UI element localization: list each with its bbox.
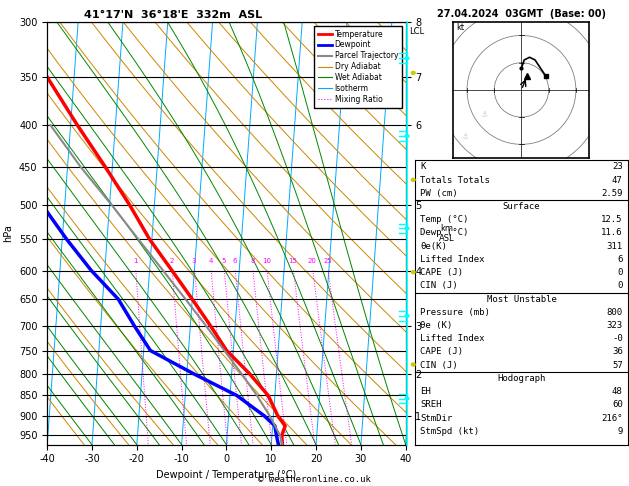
- Text: 27.04.2024  03GMT  (Base: 00): 27.04.2024 03GMT (Base: 00): [437, 9, 606, 19]
- Text: CIN (J): CIN (J): [420, 281, 458, 290]
- Title: 41°17'N  36°18'E  332m  ASL: 41°17'N 36°18'E 332m ASL: [84, 10, 262, 20]
- Text: Totals Totals: Totals Totals: [420, 175, 490, 185]
- Text: 323: 323: [606, 321, 623, 330]
- Text: 15: 15: [288, 259, 298, 264]
- Text: 2.59: 2.59: [601, 189, 623, 198]
- Text: 8: 8: [250, 259, 255, 264]
- Text: Dewp (°C): Dewp (°C): [420, 228, 469, 238]
- Text: 800: 800: [606, 308, 623, 317]
- Text: 60: 60: [612, 400, 623, 409]
- Text: ⚓: ⚓: [481, 110, 488, 119]
- Text: © weatheronline.co.uk: © weatheronline.co.uk: [258, 474, 371, 484]
- Text: Hodograph: Hodograph: [498, 374, 545, 383]
- Text: 25: 25: [323, 259, 332, 264]
- Text: CIN (J): CIN (J): [420, 361, 458, 370]
- Text: 5: 5: [221, 259, 226, 264]
- Text: PW (cm): PW (cm): [420, 189, 458, 198]
- Text: 36: 36: [612, 347, 623, 357]
- Text: Lifted Index: Lifted Index: [420, 255, 485, 264]
- X-axis label: Dewpoint / Temperature (°C): Dewpoint / Temperature (°C): [157, 470, 296, 480]
- Text: Surface: Surface: [503, 202, 540, 211]
- Y-axis label: hPa: hPa: [3, 225, 13, 242]
- Text: 0: 0: [617, 268, 623, 277]
- Text: 216°: 216°: [601, 414, 623, 423]
- Text: -0: -0: [612, 334, 623, 343]
- Text: 11.6: 11.6: [601, 228, 623, 238]
- Text: 12.5: 12.5: [601, 215, 623, 224]
- Text: 3: 3: [192, 259, 196, 264]
- Text: Temp (°C): Temp (°C): [420, 215, 469, 224]
- Text: LCL: LCL: [409, 27, 425, 36]
- Text: kt: kt: [456, 23, 464, 32]
- Text: 57: 57: [612, 361, 623, 370]
- Text: K: K: [420, 162, 426, 172]
- Text: 6: 6: [617, 255, 623, 264]
- Text: θe (K): θe (K): [420, 321, 452, 330]
- Text: 2: 2: [169, 259, 174, 264]
- Text: CAPE (J): CAPE (J): [420, 347, 463, 357]
- Text: 4: 4: [208, 259, 213, 264]
- Text: StmDir: StmDir: [420, 414, 452, 423]
- Text: 6: 6: [232, 259, 237, 264]
- Text: 9: 9: [617, 427, 623, 436]
- Text: 311: 311: [606, 242, 623, 251]
- Text: Pressure (mb): Pressure (mb): [420, 308, 490, 317]
- Text: ⚓: ⚓: [462, 132, 469, 141]
- Text: EH: EH: [420, 387, 431, 396]
- Text: SREH: SREH: [420, 400, 442, 409]
- Text: 47: 47: [612, 175, 623, 185]
- Text: 1: 1: [133, 259, 138, 264]
- Text: StmSpd (kt): StmSpd (kt): [420, 427, 479, 436]
- Text: θe(K): θe(K): [420, 242, 447, 251]
- Text: 10: 10: [262, 259, 271, 264]
- Text: Lifted Index: Lifted Index: [420, 334, 485, 343]
- Text: 23: 23: [612, 162, 623, 172]
- Text: 20: 20: [308, 259, 316, 264]
- Text: 48: 48: [612, 387, 623, 396]
- Legend: Temperature, Dewpoint, Parcel Trajectory, Dry Adiabat, Wet Adiabat, Isotherm, Mi: Temperature, Dewpoint, Parcel Trajectory…: [314, 26, 402, 108]
- Y-axis label: km
ASL: km ASL: [439, 224, 455, 243]
- Text: Most Unstable: Most Unstable: [486, 295, 557, 304]
- Text: 0: 0: [617, 281, 623, 290]
- Text: CAPE (J): CAPE (J): [420, 268, 463, 277]
